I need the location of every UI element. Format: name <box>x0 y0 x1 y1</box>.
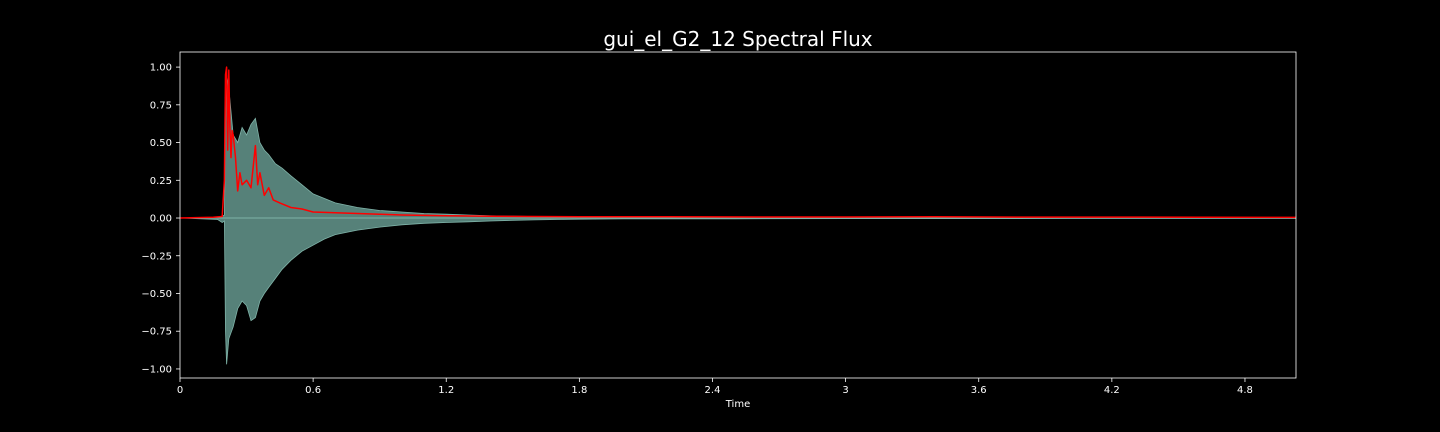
x-tick-label: 1.2 <box>438 385 454 396</box>
y-tick-label: −0.25 <box>141 251 172 262</box>
waveform-envelope <box>180 74 1296 365</box>
y-tick-label: 1.00 <box>150 63 172 74</box>
x-tick-label: 0.6 <box>305 385 321 396</box>
x-tick-label: 4.2 <box>1104 385 1120 396</box>
y-tick-label: 0.50 <box>150 138 172 149</box>
y-tick-label: −1.00 <box>141 364 172 375</box>
x-tick-label: 2.4 <box>705 385 721 396</box>
y-tick-label: 0.25 <box>150 176 172 187</box>
x-tick-label: 4.8 <box>1237 385 1253 396</box>
axes: 0 0.6 1.2 1.8 2.4 3 3.6 4.2 4.8 −1.00 −0.75 −0.50 −0… <box>141 51 1297 396</box>
y-tick-label: 0.00 <box>150 214 172 225</box>
chart-title: gui_el_G2_12 Spectral Flux <box>603 27 872 51</box>
x-tick-label: 1.8 <box>571 385 587 396</box>
x-tick-label: 0 <box>177 385 183 396</box>
x-axis-label: Time <box>725 399 750 410</box>
axes-frame <box>179 51 1297 379</box>
spectral-flux-line <box>180 66 1296 219</box>
y-tick-label: −0.50 <box>141 289 172 300</box>
x-tick-label: 3 <box>842 385 848 396</box>
plot-area <box>180 66 1296 365</box>
y-tick-label: −0.75 <box>141 327 172 338</box>
y-tick-label: 0.75 <box>150 100 172 111</box>
x-tick-label: 3.6 <box>971 385 987 396</box>
